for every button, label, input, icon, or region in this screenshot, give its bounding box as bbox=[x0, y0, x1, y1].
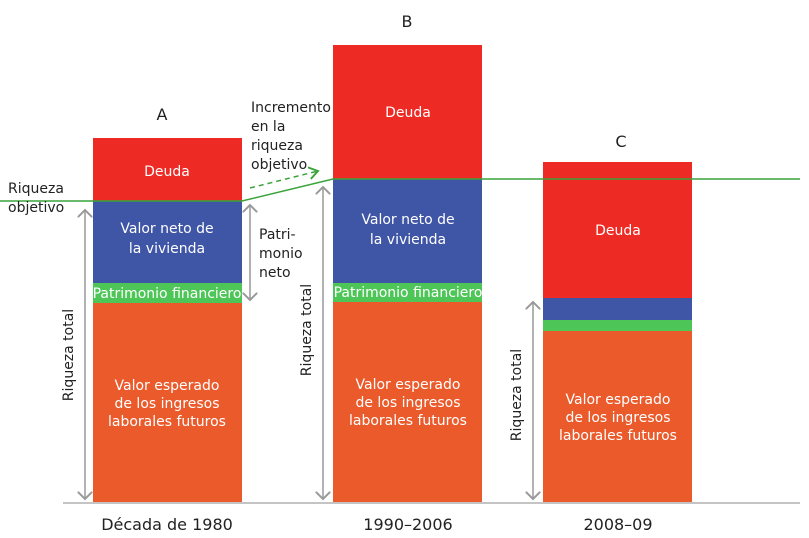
bar-a-debt bbox=[93, 138, 242, 201]
bar-b-housing-label: Valor neto de bbox=[361, 212, 454, 228]
bar-b-housing-label: la vivienda bbox=[370, 232, 446, 248]
net-worth-label: monio bbox=[259, 246, 303, 262]
bar-c-housing bbox=[543, 298, 692, 320]
target-wealth-line bbox=[0, 178, 800, 202]
bar-a-period: Década de 1980 bbox=[101, 515, 233, 534]
bar-a-debt-label: Deuda bbox=[144, 164, 190, 180]
total-wealth-label-a: Riqueza total bbox=[61, 309, 77, 401]
increment-arrow bbox=[249, 171, 318, 189]
bar-c-letter: C bbox=[615, 132, 626, 151]
bar-c-income-label: de los ingresos bbox=[565, 410, 670, 426]
bar-c-debt-label: Deuda bbox=[595, 223, 641, 239]
bar-b-debt bbox=[333, 45, 482, 179]
target-label: Riqueza bbox=[8, 181, 64, 197]
bar-a-financial-label: Patrimonio financiero bbox=[93, 286, 242, 302]
bar-b-financial bbox=[333, 283, 482, 302]
bar-a-housing-label: Valor neto de bbox=[120, 221, 213, 237]
bar-b-housing bbox=[333, 179, 482, 283]
bar-b-period: 1990–2006 bbox=[363, 515, 452, 534]
bar-b-income bbox=[333, 302, 482, 502]
net-worth-label: neto bbox=[259, 265, 291, 281]
bar-a-income bbox=[93, 303, 242, 502]
bar-b: Deuda Valor neto de la vivienda Patrimon… bbox=[333, 12, 482, 534]
increment-label: en la bbox=[251, 119, 285, 135]
bar-a-income-label: Valor esperado bbox=[115, 378, 220, 394]
bar-c-financial bbox=[543, 320, 692, 331]
increment-label: objetivo bbox=[251, 157, 307, 173]
bar-b-income-label: de los ingresos bbox=[355, 395, 460, 411]
increment-label: Incremento bbox=[251, 100, 331, 116]
bar-b-debt-label: Deuda bbox=[385, 105, 431, 121]
bar-b-income-label: laborales futuros bbox=[349, 413, 467, 429]
increment-label: riqueza bbox=[251, 138, 303, 154]
bar-a-financial bbox=[93, 283, 242, 303]
bar-c-income bbox=[543, 331, 692, 502]
bar-c-period: 2008–09 bbox=[583, 515, 652, 534]
bar-c-income-label: Valor esperado bbox=[566, 392, 671, 408]
target-label: objetivo bbox=[8, 200, 64, 216]
bar-b-income-label: Valor esperado bbox=[356, 377, 461, 393]
bar-a: Deuda Valor neto de la vivienda Patrimon… bbox=[93, 105, 242, 534]
bar-a-income-label: de los ingresos bbox=[114, 396, 219, 412]
bar-c-debt bbox=[543, 162, 692, 298]
net-worth-label: Patri- bbox=[259, 227, 296, 243]
bar-b-letter: B bbox=[402, 12, 413, 31]
bar-a-income-label: laborales futuros bbox=[108, 414, 226, 430]
bar-a-housing bbox=[93, 201, 242, 283]
bar-a-letter: A bbox=[157, 105, 168, 124]
bar-b-financial-label: Patrimonio financiero bbox=[334, 285, 483, 301]
total-wealth-label-c: Riqueza total bbox=[509, 349, 525, 441]
total-wealth-label-b: Riqueza total bbox=[299, 284, 315, 376]
bar-a-housing-label: la vivienda bbox=[129, 241, 205, 257]
bar-c: Deuda Valor esperado de los ingresos lab… bbox=[543, 132, 692, 534]
bar-c-income-label: laborales futuros bbox=[559, 428, 677, 444]
